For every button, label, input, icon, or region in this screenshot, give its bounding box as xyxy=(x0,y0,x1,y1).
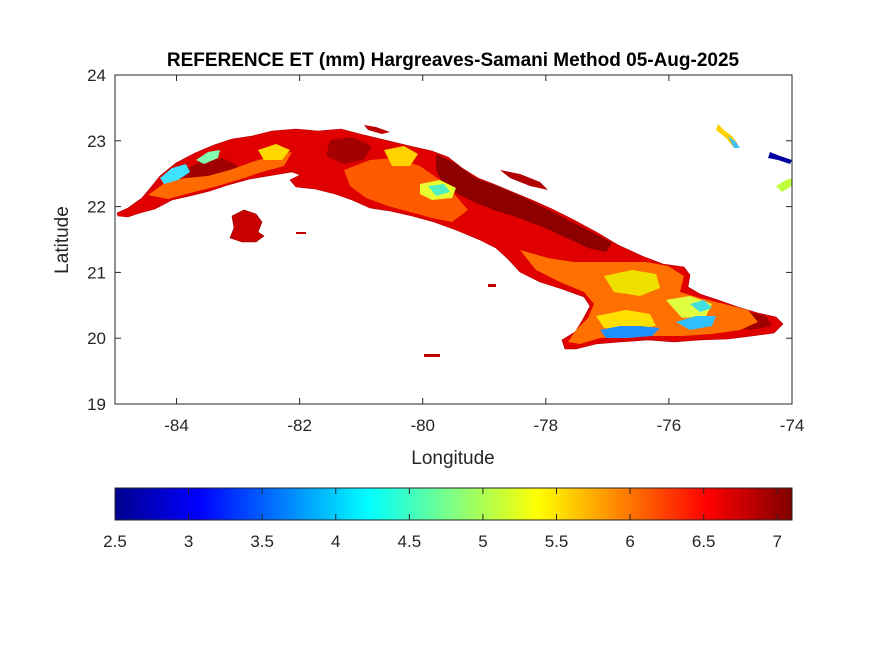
low-et-patch-east xyxy=(690,300,712,312)
y-tick-label: 20 xyxy=(87,329,106,348)
mid-et-zone-west xyxy=(148,152,292,199)
colorbar-tick-label: 4.5 xyxy=(398,532,422,551)
low-mid-et-patch-3 xyxy=(258,144,290,160)
low-et-patch-south-1 xyxy=(600,326,660,338)
y-tick-label: 24 xyxy=(87,66,106,85)
mid-et-zone-central xyxy=(344,158,468,222)
islet-ne-3 xyxy=(776,178,792,192)
cay-south-1 xyxy=(424,354,440,357)
cay-south-3 xyxy=(296,232,306,234)
colorbar-tick-label: 5 xyxy=(478,532,487,551)
high-et-patch-center xyxy=(326,137,372,164)
low-et-patch-south-2 xyxy=(676,316,716,330)
x-tick-label: -82 xyxy=(287,416,312,435)
islet-ne-2 xyxy=(768,152,792,164)
colorbar-tick-label: 5.5 xyxy=(545,532,569,551)
low-mid-et-patch-5 xyxy=(596,310,656,330)
y-tick-label: 22 xyxy=(87,198,106,217)
colorbar xyxy=(114,487,793,521)
x-tick-label: -76 xyxy=(657,416,682,435)
x-tick-label: -78 xyxy=(534,416,559,435)
y-tick-label: 23 xyxy=(87,132,106,151)
x-axis-label: Longitude xyxy=(411,448,494,469)
low-et-patch-west xyxy=(160,164,190,184)
y-tick-label: 19 xyxy=(87,395,106,414)
colorbar-tick-label: 3.5 xyxy=(250,532,274,551)
cays-north xyxy=(364,125,390,134)
colorbar-tick-label: 2.5 xyxy=(103,532,127,551)
cays-north-2 xyxy=(500,170,548,190)
isla-de-la-juventud xyxy=(229,209,265,243)
cay-south-2 xyxy=(488,284,496,287)
x-tick-label: -84 xyxy=(164,416,189,435)
x-tick-label: -80 xyxy=(410,416,435,435)
colorbar-tick-label: 7 xyxy=(773,532,782,551)
y-tick-group: 19 20 21 22 23 24 xyxy=(87,66,792,414)
map-title: REFERENCE ET (mm) Hargreaves-Samani Meth… xyxy=(167,50,740,71)
colorbar-tick-label: 6 xyxy=(625,532,634,551)
y-axis-label: Latitude xyxy=(52,206,73,274)
low-mid-et-patch-1 xyxy=(384,146,418,166)
low-et-patch-central xyxy=(428,184,450,196)
et-data-layer xyxy=(116,124,792,357)
map-axes-frame xyxy=(114,74,793,405)
colorbar-tick-group: 2.5 3 3.5 4 4.5 5 5.5 6 6.5 7 xyxy=(103,488,782,551)
x-tick-group: -84 -82 -80 -78 -76 -74 xyxy=(164,75,804,435)
y-tick-label: 21 xyxy=(87,263,106,282)
colorbar-tick-label: 6.5 xyxy=(692,532,716,551)
x-tick-label: -74 xyxy=(780,416,805,435)
low-et-patch-northwest xyxy=(196,150,220,164)
colorbar-tick-label: 3 xyxy=(184,532,193,551)
low-mid-et-patch-4 xyxy=(604,270,660,296)
colorbar-tick-label: 4 xyxy=(331,532,340,551)
high-et-north-belt xyxy=(436,154,612,252)
islet-ne-1-cool xyxy=(728,136,740,148)
map-axes-background xyxy=(115,75,792,404)
